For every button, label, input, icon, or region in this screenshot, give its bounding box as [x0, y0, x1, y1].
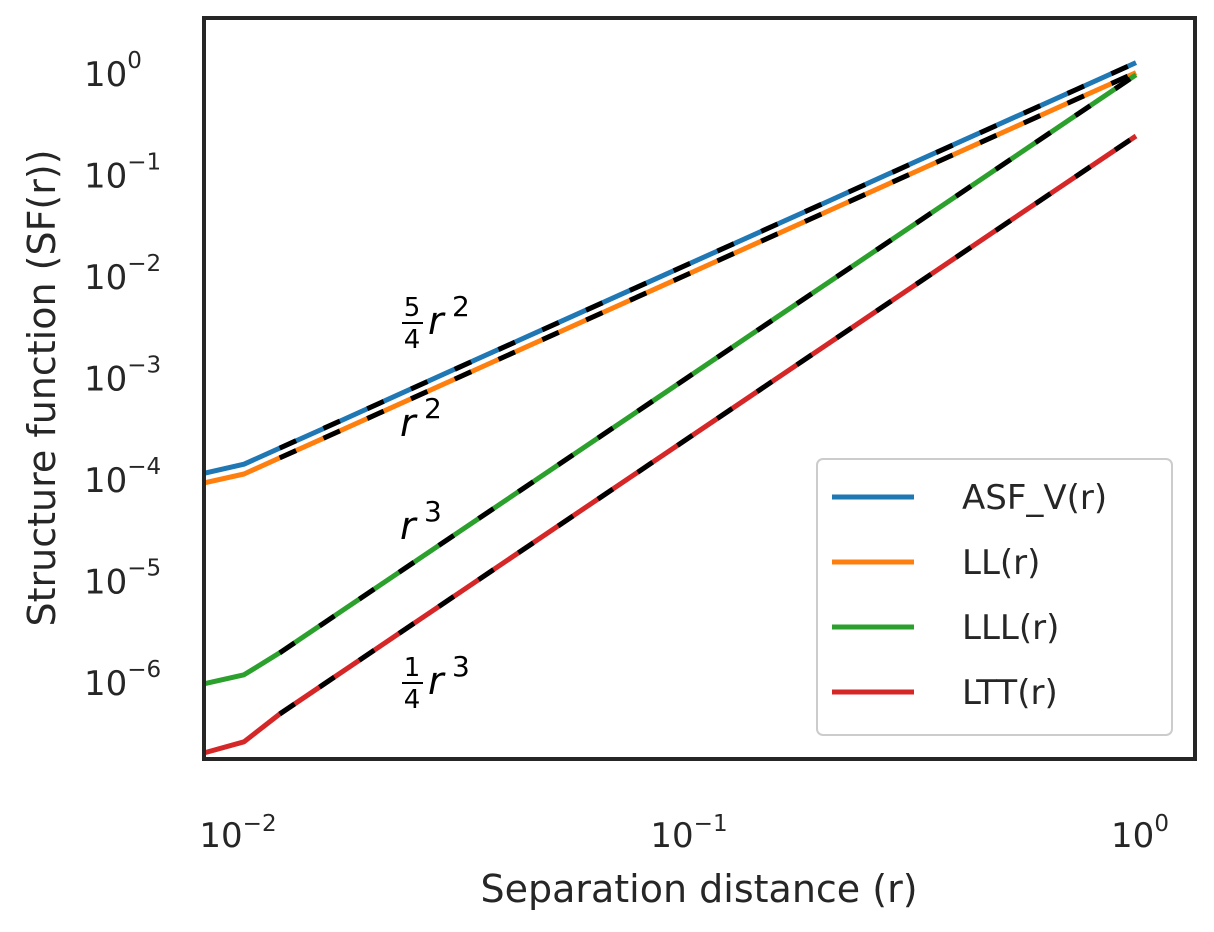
legend-label: LL(r): [962, 543, 1040, 583]
annotations-layer: 54 r 2r 2r 314 r 3: [400, 290, 470, 715]
reference-line-1: [278, 60, 1138, 451]
annotation-variable: r: [400, 401, 418, 445]
legend-box: [816, 458, 1173, 736]
legend-label: LTT(r): [962, 673, 1058, 713]
annotation-label: 14 r 3: [402, 650, 470, 715]
y-tick-label: 10−2: [84, 251, 161, 298]
plot-frame: [202, 16, 1197, 761]
y-axis-title: Structure function (SF(r)): [20, 149, 64, 626]
annotation-exponent: 3: [452, 650, 470, 683]
annotation-label: 54 r 2: [402, 290, 470, 355]
y-tick-label: 10−6: [84, 657, 161, 704]
annotation-denominator: 4: [404, 685, 421, 715]
x-tick-label: 100: [1111, 811, 1169, 856]
x-tick-label: 10−2: [199, 811, 276, 856]
annotation-exponent: 3: [424, 495, 442, 528]
series-line-1: [204, 60, 1138, 476]
y-tick-label: 10−3: [84, 353, 161, 400]
y-tick-label: 10−5: [84, 556, 161, 603]
annotation-numerator: 1: [404, 653, 421, 683]
legend-label: ASF_V(r): [962, 478, 1107, 518]
annotation-variable: r: [428, 299, 446, 343]
annotation-numerator: 5: [404, 293, 421, 323]
y-tick-label: 10−1: [84, 150, 161, 197]
reference-lines-layer: [278, 60, 1138, 717]
annotation-variable: r: [400, 504, 418, 548]
annotation-denominator: 4: [404, 325, 421, 355]
y-tick-label: 10−4: [84, 454, 161, 501]
y-axis-ticks: 100 10−1 10−2 10−3 10−4 10−5 10−6: [84, 48, 161, 704]
y-tick-label: 100: [84, 48, 142, 95]
legend: ASF_V(r) LL(r) LLL(r) LTT(r): [816, 458, 1173, 736]
annotation-exponent: 2: [424, 392, 442, 425]
reference-line-3: [278, 72, 1138, 655]
annotation-exponent: 2: [452, 290, 470, 323]
x-tick-label: 10−1: [650, 811, 727, 856]
annotation-variable: r: [428, 659, 446, 703]
reference-line-2: [278, 70, 1138, 461]
legend-label: LLL(r): [962, 608, 1059, 648]
reference-line-4: [278, 133, 1138, 717]
x-axis-ticks: 10−2 10−1 100: [199, 811, 1169, 856]
x-axis-title: Separation distance (r): [480, 867, 917, 911]
